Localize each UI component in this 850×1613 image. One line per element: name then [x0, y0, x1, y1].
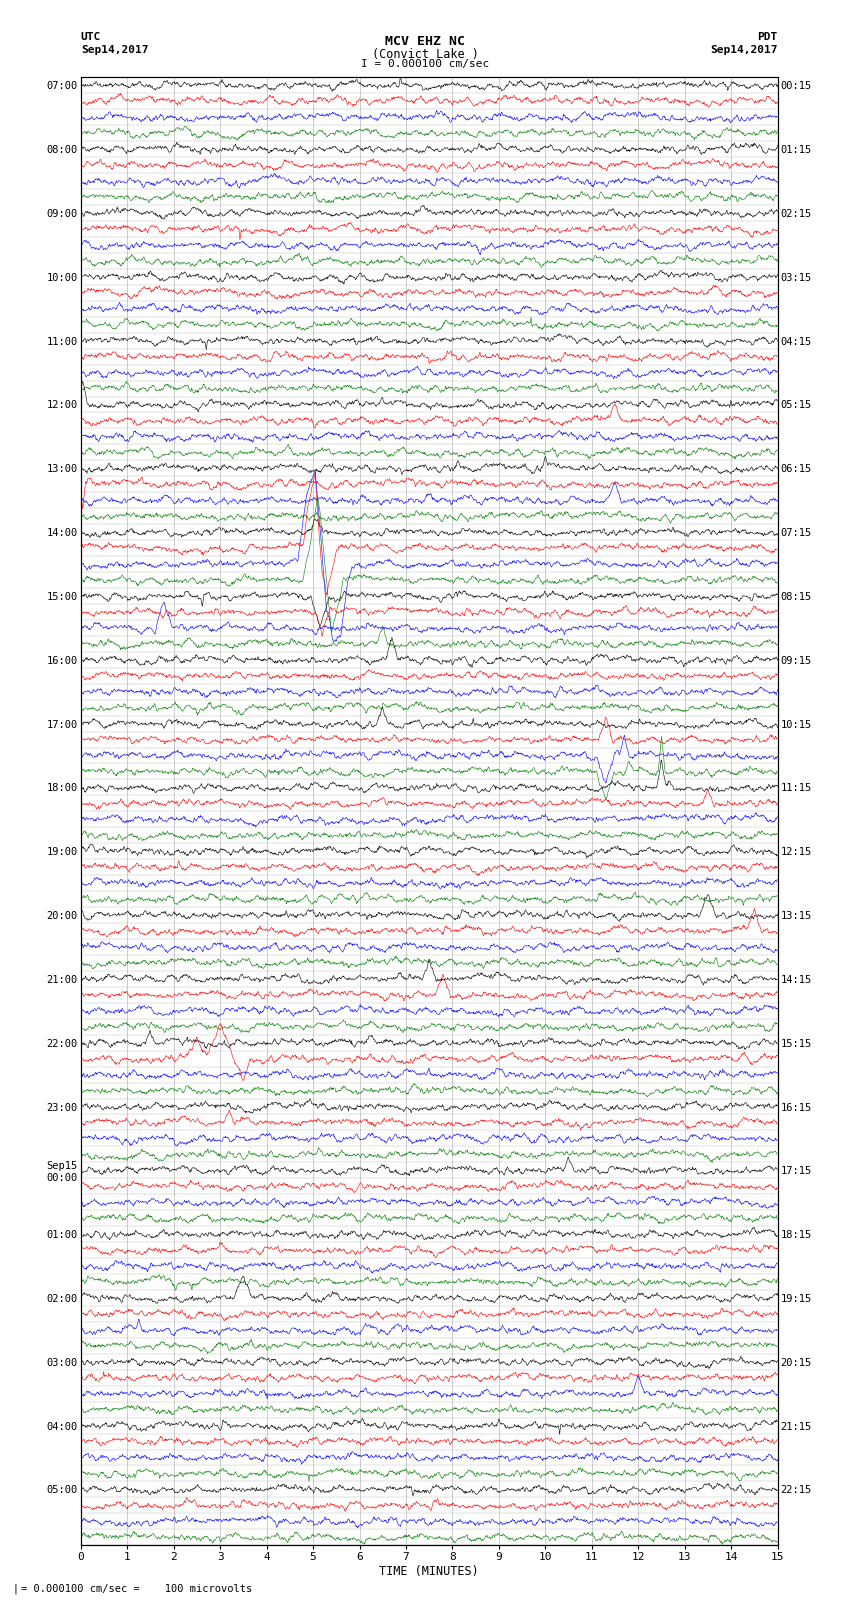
Text: = 0.000100 cm/sec =    100 microvolts: = 0.000100 cm/sec = 100 microvolts	[21, 1584, 252, 1594]
Text: I = 0.000100 cm/sec: I = 0.000100 cm/sec	[361, 58, 489, 69]
Text: |: |	[13, 1582, 19, 1594]
Text: MCV EHZ NC: MCV EHZ NC	[385, 35, 465, 48]
Text: PDT: PDT	[757, 32, 778, 42]
Text: Sep14,2017: Sep14,2017	[81, 45, 148, 55]
X-axis label: TIME (MINUTES): TIME (MINUTES)	[379, 1565, 479, 1578]
Text: UTC: UTC	[81, 32, 101, 42]
Text: (Convict Lake ): (Convict Lake )	[371, 47, 479, 61]
Text: Sep14,2017: Sep14,2017	[711, 45, 778, 55]
